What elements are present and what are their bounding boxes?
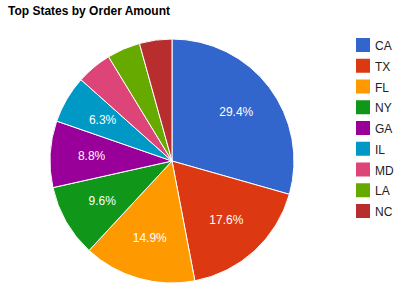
legend-label: TX xyxy=(375,60,390,74)
legend-label: FL xyxy=(375,81,389,95)
legend-swatch xyxy=(356,204,370,218)
data-label: 9.6% xyxy=(89,194,117,208)
legend-label: MD xyxy=(375,164,394,178)
chart-container: Top States by Order Amount 29.4% 17.6% 14.9… xyxy=(0,0,402,290)
legend-swatch xyxy=(356,100,370,114)
legend-label: NY xyxy=(375,101,392,115)
legend-swatch xyxy=(356,59,370,73)
legend-label: CA xyxy=(375,39,392,53)
pie-labels: 29.4% 17.6% 14.9% 9.6% 8.8% 6.3% xyxy=(78,105,254,245)
pie-slices xyxy=(50,39,294,283)
legend-swatch xyxy=(356,121,370,135)
legend-swatch xyxy=(356,183,370,197)
legend-swatch xyxy=(356,80,370,94)
data-label: 29.4% xyxy=(219,105,253,119)
chart-title: Top States by Order Amount xyxy=(8,4,170,18)
data-label: 17.6% xyxy=(209,213,243,227)
legend-swatch xyxy=(356,142,370,156)
legend-swatch xyxy=(356,163,370,177)
data-label: 6.3% xyxy=(89,113,117,127)
data-label: 8.8% xyxy=(78,149,106,163)
pie-slice xyxy=(139,39,172,161)
legend-label: GA xyxy=(375,122,392,136)
legend: CA TX FL NY GA IL MD LA NC xyxy=(356,38,394,219)
chart-svg: Top States by Order Amount 29.4% 17.6% 14.9… xyxy=(0,0,402,290)
legend-swatch xyxy=(356,38,370,52)
data-label: 14.9% xyxy=(133,231,167,245)
legend-label: NC xyxy=(375,205,393,219)
legend-label: LA xyxy=(375,184,390,198)
legend-label: IL xyxy=(375,143,385,157)
